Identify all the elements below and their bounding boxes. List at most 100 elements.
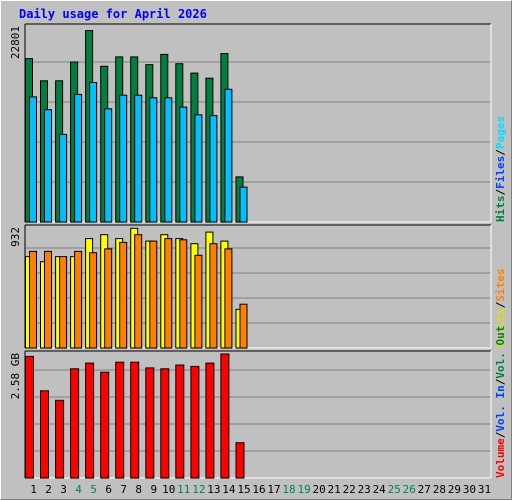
bar-files-11 bbox=[179, 106, 188, 223]
bar-sites-10 bbox=[164, 238, 173, 349]
x-tick-label-20: 20 bbox=[312, 483, 325, 496]
x-tick-label-15: 15 bbox=[237, 483, 250, 496]
x-tick-label-26: 26 bbox=[403, 483, 416, 496]
bar-volume-9 bbox=[145, 367, 155, 479]
x-tick-label-7: 7 bbox=[120, 483, 127, 496]
bar-files-5 bbox=[89, 82, 98, 223]
x-tick-label-19: 19 bbox=[297, 483, 310, 496]
bar-volume-4 bbox=[70, 368, 80, 479]
x-tick-label-13: 13 bbox=[207, 483, 220, 496]
bar-sites-7 bbox=[119, 241, 128, 349]
bar-volume-5 bbox=[85, 362, 95, 479]
bar-sites-13 bbox=[209, 243, 218, 349]
bar-volume-2 bbox=[40, 390, 49, 479]
bar-volume-6 bbox=[100, 371, 110, 479]
bar-volume-12 bbox=[190, 365, 200, 479]
x-tick-label-10: 10 bbox=[162, 483, 175, 496]
legend-item: Sites bbox=[494, 269, 507, 302]
x-tick-label-31: 31 bbox=[478, 483, 491, 496]
bar-files-9 bbox=[149, 97, 158, 223]
bar-volume-11 bbox=[175, 364, 185, 479]
legend-item: Hits bbox=[494, 196, 507, 223]
x-tick-label-3: 3 bbox=[60, 483, 67, 496]
bar-files-15 bbox=[239, 186, 248, 223]
bar-files-1 bbox=[29, 96, 37, 223]
bar-files-13 bbox=[209, 115, 218, 223]
bar-sites-4 bbox=[74, 250, 83, 349]
legend-hits: Hits/Files/Pages bbox=[494, 116, 507, 222]
legend-item: Visits bbox=[494, 308, 507, 348]
bar-files-7 bbox=[119, 94, 128, 223]
bar-files-4 bbox=[74, 93, 83, 223]
x-tick-label-14: 14 bbox=[222, 483, 236, 496]
x-tick-label-12: 12 bbox=[192, 483, 205, 496]
legend-item: / bbox=[494, 431, 507, 438]
bar-files-3 bbox=[59, 133, 68, 223]
bar-sites-15 bbox=[239, 303, 248, 349]
legend-item: Vol. In bbox=[494, 385, 507, 431]
bar-files-10 bbox=[164, 97, 173, 223]
bar-sites-3 bbox=[59, 256, 68, 349]
bar-volume-13 bbox=[205, 362, 215, 479]
bar-volume-15 bbox=[235, 442, 245, 479]
bar-files-6 bbox=[104, 108, 113, 223]
x-tick-label-6: 6 bbox=[105, 483, 112, 496]
bar-files-8 bbox=[134, 94, 143, 223]
x-tick-label-25: 25 bbox=[388, 483, 401, 496]
bar-files-2 bbox=[44, 109, 52, 223]
x-tick-label-23: 23 bbox=[358, 483, 371, 496]
bar-sites-14 bbox=[224, 248, 233, 349]
x-tick-label-21: 21 bbox=[327, 483, 340, 496]
chart-title: Daily usage for April 2026 bbox=[19, 7, 207, 21]
x-tick-label-11: 11 bbox=[177, 483, 190, 496]
x-tick-label-17: 17 bbox=[267, 483, 280, 496]
bar-files-14 bbox=[224, 88, 233, 223]
x-tick-label-28: 28 bbox=[433, 483, 446, 496]
bar-sites-8 bbox=[134, 234, 143, 349]
scale-label: 932 bbox=[9, 227, 22, 247]
x-tick-label-24: 24 bbox=[373, 483, 387, 496]
bar-volume-10 bbox=[160, 368, 170, 479]
bar-files-12 bbox=[194, 114, 203, 223]
x-tick-label-9: 9 bbox=[150, 483, 157, 496]
bar-volume-7 bbox=[115, 361, 125, 479]
legend-item: / bbox=[494, 149, 507, 156]
x-axis-labels: 1 2 3 4 5 6 7 8 9 10 11 12 13 14 15 16 17 18 19 20 21 22 23 24 2… bbox=[30, 483, 491, 496]
legend-item: Volume bbox=[494, 438, 507, 478]
legend-item: / bbox=[494, 301, 507, 308]
legend-item: / bbox=[494, 189, 507, 196]
bar-sites-1 bbox=[29, 250, 37, 349]
scale-label: 2.58 GB bbox=[9, 353, 22, 400]
bar-sites-5 bbox=[89, 252, 98, 349]
bar-sites-11 bbox=[179, 239, 188, 349]
bar-volume-8 bbox=[130, 361, 140, 479]
x-tick-label-16: 16 bbox=[252, 483, 265, 496]
legend-item: Files bbox=[494, 156, 507, 189]
legend-visits: Visits/Sites bbox=[494, 269, 507, 349]
bar-sites-9 bbox=[149, 240, 158, 349]
x-tick-label-27: 27 bbox=[418, 483, 431, 496]
x-tick-label-18: 18 bbox=[282, 483, 295, 496]
bar-sites-2 bbox=[44, 250, 52, 349]
bar-volume-1 bbox=[25, 355, 34, 479]
bar-volume-14 bbox=[220, 353, 230, 479]
x-tick-label-8: 8 bbox=[135, 483, 142, 496]
bar-sites-12 bbox=[194, 254, 203, 349]
legend-volume: Volume/Vol. In/Vol. Out bbox=[494, 326, 507, 478]
bar-volume-3 bbox=[55, 399, 65, 479]
legend-item: Vol. Out bbox=[494, 326, 507, 379]
x-tick-label-4: 4 bbox=[75, 483, 82, 496]
x-tick-label-29: 29 bbox=[448, 483, 461, 496]
scale-label: 22801 bbox=[9, 26, 22, 59]
legend-item: Pages bbox=[494, 116, 507, 149]
x-tick-label-2: 2 bbox=[45, 483, 52, 496]
x-tick-label-30: 30 bbox=[463, 483, 476, 496]
x-tick-label-1: 1 bbox=[30, 483, 37, 496]
panel-visits: 932 Visits/Sites bbox=[9, 224, 507, 349]
x-tick-label-5: 5 bbox=[90, 483, 97, 496]
legend-item: / bbox=[494, 378, 507, 385]
x-tick-label-22: 22 bbox=[343, 483, 356, 496]
